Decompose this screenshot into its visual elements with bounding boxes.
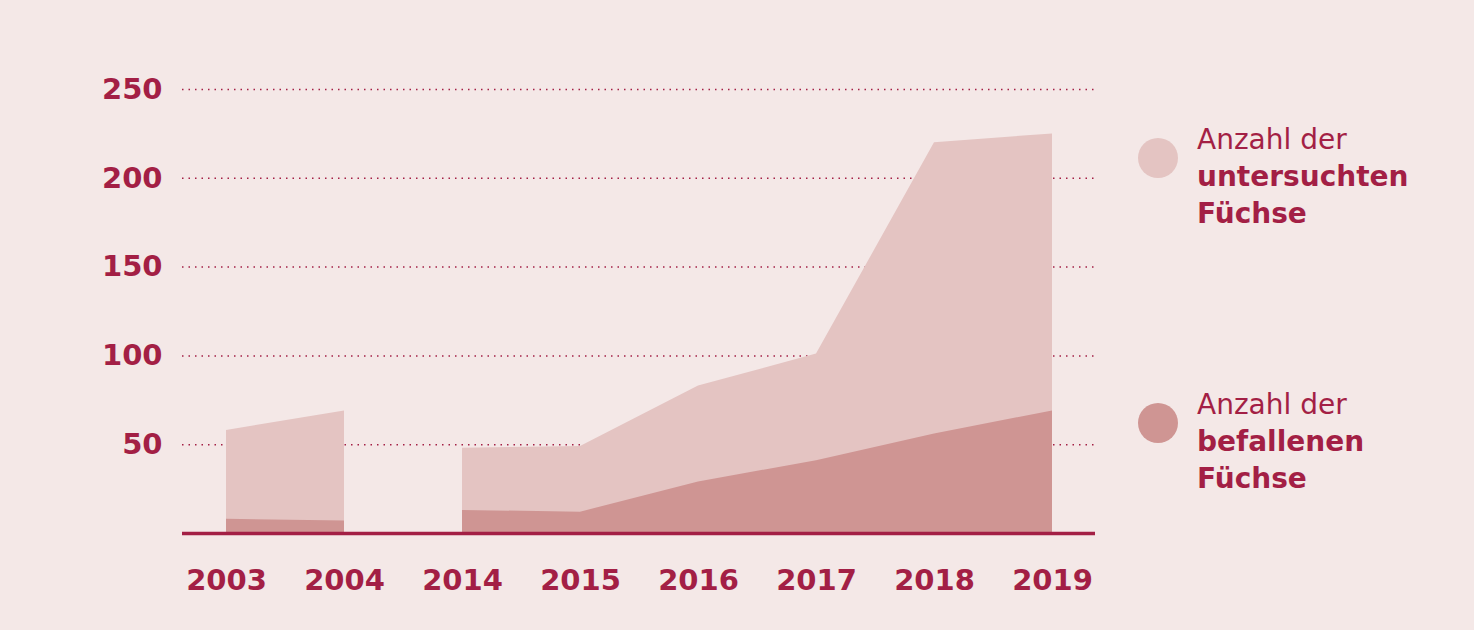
svg-text:2014: 2014 [422, 563, 503, 597]
html-text:untersuchten: untersuchten [1197, 160, 1409, 193]
svg-text:2015: 2015 [540, 563, 621, 597]
html-text:befallenen: befallenen [1197, 425, 1365, 458]
svg-text:150: 150 [102, 249, 163, 283]
svg-text:200: 200 [102, 161, 163, 195]
svg-text:2003: 2003 [186, 563, 267, 597]
html-text:Anzahl der: Anzahl der [1197, 388, 1347, 421]
svg-text:2016: 2016 [658, 563, 739, 597]
svg-text:50: 50 [122, 427, 162, 461]
html-text:Anzahl der: Anzahl der [1197, 123, 1347, 156]
html-text:Füchse: Füchse [1197, 197, 1307, 230]
svg-text:2019: 2019 [1012, 563, 1093, 597]
svg-text:2004: 2004 [304, 563, 385, 597]
svg-text:2018: 2018 [894, 563, 975, 597]
svg-text:100: 100 [102, 338, 163, 372]
svg-text:250: 250 [102, 72, 163, 106]
svg-text:2017: 2017 [776, 563, 857, 597]
html-text:Füchse: Füchse [1197, 462, 1307, 495]
